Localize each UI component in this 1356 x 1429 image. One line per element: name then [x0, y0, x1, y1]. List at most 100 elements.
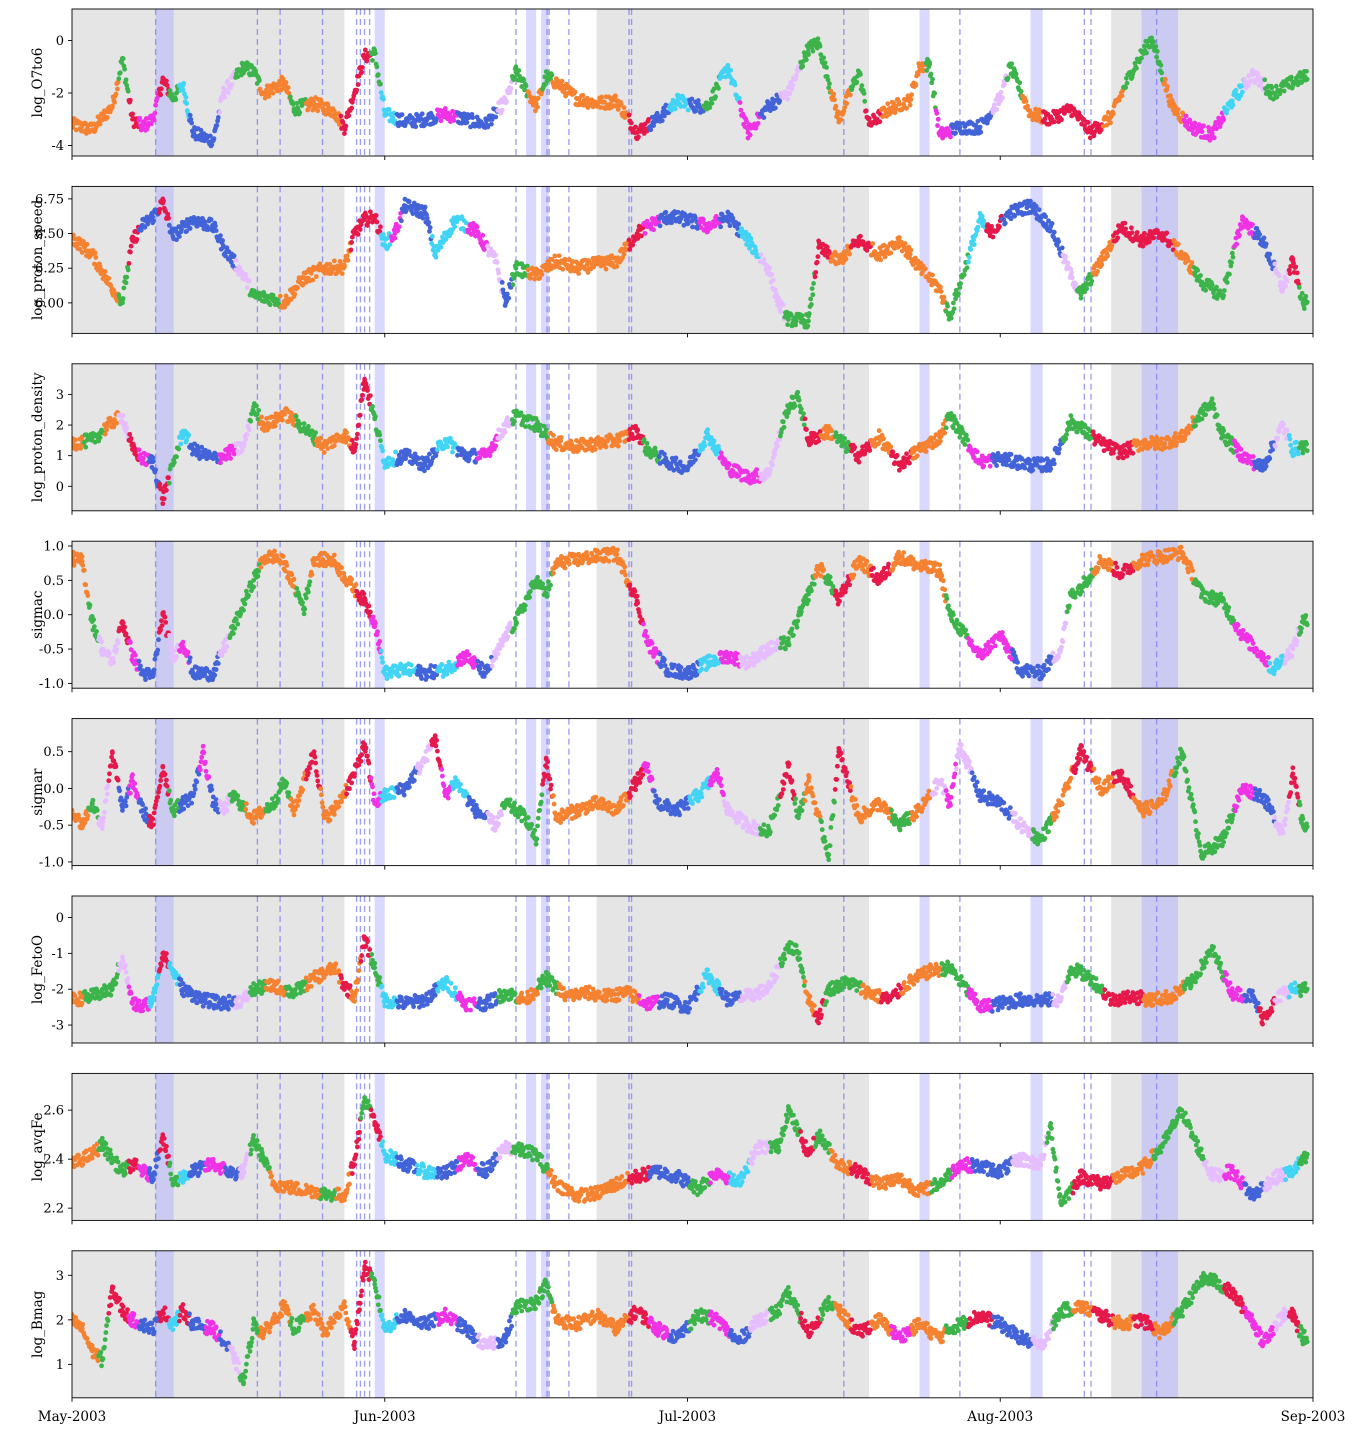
data-point — [867, 448, 873, 453]
data-point — [727, 223, 733, 229]
data-point — [1141, 230, 1147, 236]
data-point — [349, 240, 355, 245]
data-point — [570, 443, 576, 449]
data-point — [1257, 232, 1263, 237]
data-point — [541, 423, 547, 429]
data-point — [255, 416, 261, 422]
data-point — [259, 414, 264, 420]
data-point — [1288, 263, 1294, 269]
data-point — [824, 65, 829, 70]
data-point — [418, 116, 424, 122]
data-point — [808, 296, 814, 302]
data-point — [973, 122, 979, 128]
data-point — [1023, 98, 1029, 104]
data-point — [233, 258, 239, 263]
data-point — [927, 59, 933, 65]
data-point — [434, 447, 440, 453]
data-point — [214, 123, 220, 128]
data-point — [1211, 135, 1217, 141]
data-point — [186, 432, 192, 438]
data-point — [801, 411, 806, 417]
data-point — [669, 220, 675, 226]
data-point — [818, 52, 824, 58]
data-point — [1085, 120, 1091, 125]
data-point — [870, 241, 876, 246]
data-point — [813, 269, 819, 275]
data-point — [793, 322, 798, 328]
data-point — [815, 36, 821, 42]
data-point — [512, 74, 517, 80]
data-point — [125, 88, 131, 94]
data-point — [194, 452, 200, 458]
data-point — [73, 437, 79, 443]
data-point — [378, 438, 383, 444]
data-point — [535, 95, 541, 101]
data-point — [79, 250, 85, 255]
data-point — [753, 247, 759, 253]
data-point — [693, 108, 699, 114]
gray-shaded-span — [72, 363, 345, 511]
data-point — [499, 280, 505, 285]
data-point — [370, 404, 375, 409]
data-point — [930, 76, 935, 82]
data-point — [878, 257, 883, 263]
data-point — [1229, 260, 1234, 265]
data-point — [321, 450, 327, 455]
data-point — [477, 455, 483, 461]
data-point — [1209, 282, 1215, 288]
data-point — [354, 431, 360, 437]
data-point — [438, 244, 444, 250]
data-point — [736, 221, 742, 227]
data-point — [981, 218, 987, 223]
data-point — [349, 105, 355, 111]
data-point — [592, 446, 598, 452]
data-point — [716, 444, 721, 449]
data-point — [422, 468, 427, 474]
data-point — [430, 247, 436, 253]
data-point — [97, 435, 103, 440]
data-point — [612, 93, 618, 99]
data-point — [1123, 85, 1129, 90]
data-point — [1132, 60, 1138, 66]
data-point — [508, 86, 514, 91]
data-point — [552, 253, 558, 259]
data-point — [792, 403, 798, 409]
data-point — [656, 454, 662, 459]
data-point — [1104, 122, 1110, 128]
data-point — [116, 76, 122, 82]
data-point — [1199, 129, 1205, 135]
data-point — [1054, 242, 1060, 248]
data-point — [718, 224, 724, 230]
data-point — [1301, 306, 1307, 312]
data-point — [174, 237, 179, 243]
data-point — [274, 297, 280, 303]
data-point — [338, 113, 344, 119]
data-point — [997, 224, 1002, 229]
data-point — [360, 65, 365, 70]
data-point — [971, 237, 976, 243]
y-tick-label: 6.75 — [35, 192, 64, 207]
data-point — [864, 247, 870, 253]
data-point — [153, 467, 158, 473]
data-point — [556, 253, 562, 259]
data-point — [226, 451, 232, 457]
data-point — [128, 243, 134, 249]
data-point — [585, 270, 591, 275]
data-point — [225, 90, 231, 96]
data-point — [362, 47, 368, 53]
data-point — [282, 411, 287, 417]
data-point — [558, 435, 564, 440]
data-point — [908, 96, 914, 102]
data-point — [675, 209, 681, 215]
data-point — [798, 406, 804, 412]
data-point — [393, 449, 398, 455]
data-point — [685, 107, 691, 113]
data-point — [1164, 230, 1170, 236]
data-point — [885, 101, 891, 107]
data-point — [516, 68, 522, 73]
data-point — [719, 74, 725, 80]
data-point — [292, 291, 298, 297]
data-point — [762, 476, 768, 481]
data-point — [633, 124, 638, 130]
